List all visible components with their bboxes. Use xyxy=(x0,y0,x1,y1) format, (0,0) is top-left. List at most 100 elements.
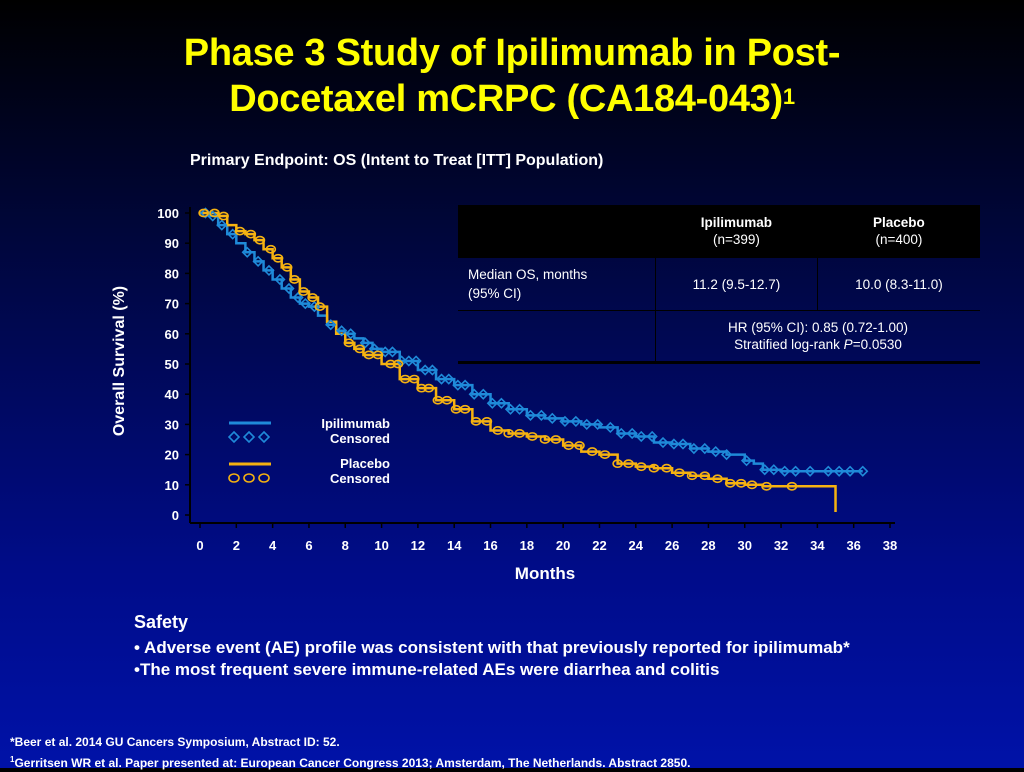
ipilimumab-censor-marker xyxy=(216,219,228,231)
ipilimumab-censor-marker xyxy=(720,448,733,461)
placebo-censor-marker xyxy=(586,447,598,456)
header-placebo-n: (n=400) xyxy=(875,232,923,247)
legend-placebo-censored-label: Censored xyxy=(330,471,390,486)
ipilimumab-censor-marker xyxy=(570,415,582,428)
header-blank-cell xyxy=(458,205,656,258)
ipilimumab-censor-marker xyxy=(710,445,722,458)
x-tick-label: 8 xyxy=(342,538,349,553)
placebo-survival-line xyxy=(200,211,837,512)
x-tick-label: 20 xyxy=(556,538,570,553)
x-tick-label: 26 xyxy=(665,538,679,553)
placebo-censor-marker xyxy=(599,450,611,459)
placebo-censor-marker xyxy=(343,338,355,348)
median-os-label-line1: Median OS, months xyxy=(468,267,588,282)
footnote-2: Gerritsen WR et al. Paper presented at: … xyxy=(14,756,691,770)
placebo-censor-marker xyxy=(298,287,309,296)
log-rank-p-symbol: P xyxy=(843,337,853,352)
ipilimumab-censor-marker xyxy=(626,427,638,440)
legend-placebo-censor-icon xyxy=(243,473,255,483)
ipilimumab-censor-marker xyxy=(468,388,480,400)
ipilimumab-censor-marker xyxy=(668,438,680,450)
x-tick-label: 36 xyxy=(846,538,860,553)
median-os-label-line2: (95% CI) xyxy=(468,286,522,301)
ipilimumab-censor-marker xyxy=(426,364,439,376)
x-tick-label: 0 xyxy=(196,538,203,553)
y-tick-label: 90 xyxy=(165,236,179,251)
ipilimumab-censor-marker xyxy=(646,430,658,443)
y-tick-label: 100 xyxy=(157,206,179,221)
ipilimumab-censor-marker xyxy=(504,403,517,415)
x-axis-label: Months xyxy=(514,564,576,583)
ipilimumab-censor-marker xyxy=(435,373,448,385)
x-tick-label: 18 xyxy=(520,538,534,553)
median-os-row: Median OS, months (95% CI) 11.2 (9.5-12.… xyxy=(458,257,980,311)
ipilimumab-censor-marker xyxy=(833,465,845,477)
ipilimumab-censor-marker xyxy=(688,442,700,455)
ipilimumab-censor-marker xyxy=(299,297,311,310)
y-tick-label: 0 xyxy=(172,508,179,523)
ipilimumab-censor-marker xyxy=(336,325,348,337)
placebo-censor-marker xyxy=(218,211,229,221)
title-line-2: Docetaxel mCRPC (CA184-043)1 xyxy=(0,76,1024,122)
ipilimumab-censor-marker xyxy=(325,319,337,331)
x-tick-label: 28 xyxy=(701,538,715,553)
ipilimumab-censor-marker xyxy=(768,464,780,476)
placebo-censor-marker xyxy=(234,226,246,236)
ipilimumab-censor-marker xyxy=(252,255,264,267)
ipilimumab-censor-marker xyxy=(699,442,711,455)
x-tick-label: 14 xyxy=(447,538,462,553)
legend-ipilimumab-censored-label: Censored xyxy=(330,431,390,446)
ipilimumab-censor-marker xyxy=(274,273,286,286)
x-tick-label: 6 xyxy=(305,538,312,553)
y-tick-label: 80 xyxy=(165,266,179,281)
footnote-2-wrap: 1Gerritsen WR et al. Paper presented at:… xyxy=(10,751,1010,772)
placebo-censor-marker xyxy=(470,416,482,426)
placebo-censor-marker xyxy=(623,459,634,469)
placebo-censor-marker xyxy=(372,350,384,360)
header-ipilimumab: Ipilimumab (n=399) xyxy=(655,205,818,258)
footnote-1: *Beer et al. 2014 GU Cancers Symposium, … xyxy=(10,735,340,749)
placebo-censor-marker xyxy=(661,463,672,473)
x-tick-label: 38 xyxy=(883,538,897,553)
placebo-censor-marker xyxy=(735,478,747,488)
placebo-censor-marker xyxy=(674,468,685,478)
placebo-censor-marker xyxy=(289,275,300,284)
placebo-censor-marker xyxy=(481,416,493,426)
placebo-censor-marker xyxy=(198,208,209,218)
ipilimumab-censor-marker xyxy=(524,409,537,421)
safety-bullet-2: •The most frequent severe immune-related… xyxy=(134,660,720,679)
legend-placebo-censor-icon xyxy=(258,473,270,483)
placebo-censor-marker xyxy=(385,359,396,369)
median-os-ipilimumab: 11.2 (9.5-12.7) xyxy=(655,257,818,311)
x-tick-label: 24 xyxy=(629,538,644,553)
hazard-ratio-blank-cell xyxy=(458,310,656,364)
placebo-censor-marker xyxy=(746,480,758,490)
y-tick-label: 30 xyxy=(165,417,179,432)
placebo-censor-marker xyxy=(408,374,420,384)
x-tick-label: 2 xyxy=(233,538,240,553)
placebo-censor-marker xyxy=(648,463,660,473)
placebo-censor-marker xyxy=(441,395,453,405)
placebo-censor-marker xyxy=(574,441,585,450)
legend-ipilimumab-censor-icon xyxy=(257,430,271,444)
ipilimumab-censor-marker xyxy=(857,465,869,477)
placebo-censor-marker xyxy=(514,429,525,438)
placebo-censor-marker xyxy=(612,459,623,469)
ipilimumab-censor-marker xyxy=(779,465,791,477)
chart-subtitle: Primary Endpoint: OS (Intent to Treat [I… xyxy=(190,152,604,169)
title-line-2-text: Docetaxel mCRPC (CA184-043) xyxy=(229,78,783,120)
ipilimumab-censor-marker xyxy=(804,465,816,477)
ipilimumab-censor-marker xyxy=(513,403,526,415)
ipilimumab-censor-marker xyxy=(379,346,391,358)
footnote-2-sup: 1 xyxy=(10,755,15,764)
placebo-censor-marker xyxy=(686,471,698,481)
ipilimumab-censor-marker xyxy=(789,465,802,477)
y-tick-label: 60 xyxy=(165,327,179,342)
placebo-censor-marker xyxy=(281,262,293,272)
x-tick-label: 34 xyxy=(810,538,825,553)
placebo-censor-marker xyxy=(272,253,284,263)
ipilimumab-censor-marker xyxy=(546,412,558,424)
y-tick-label: 10 xyxy=(165,478,179,493)
ipilimumab-censor-marker xyxy=(635,430,647,443)
